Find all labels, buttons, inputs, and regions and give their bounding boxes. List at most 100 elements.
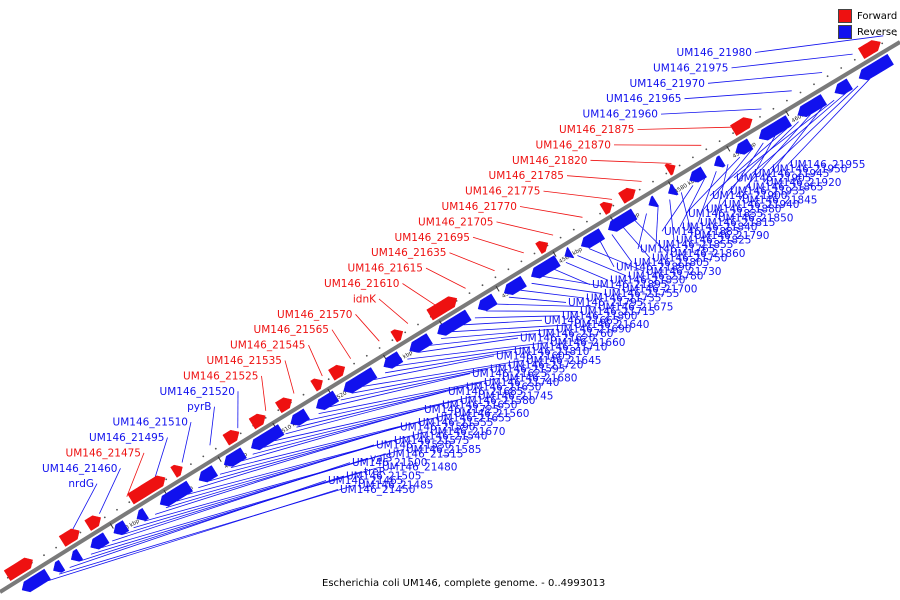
gene-label: UM146_21485: [358, 479, 433, 491]
gene-label: UM146_21855: [658, 239, 733, 251]
label-leader-line: [715, 164, 729, 218]
gene-label: UM146_21510: [113, 417, 188, 429]
label-leader-line: [751, 92, 847, 174]
label-leader-line: [637, 126, 732, 130]
label-leader-line: [520, 289, 585, 299]
backbone-dot: [264, 417, 267, 419]
forward-gene-arrow: [274, 397, 293, 414]
gene-label: UM146_21665: [544, 315, 619, 327]
gene-label: UM146_21640: [574, 319, 649, 331]
backbone-dot: [378, 347, 381, 349]
reverse-swatch: [838, 25, 852, 39]
gene-label: UM146_21535: [207, 355, 282, 367]
label-leader-lines: [48, 35, 884, 581]
label-leader-line: [284, 360, 295, 394]
gene-label: UM146_21540: [412, 430, 487, 442]
gene-label: UM146_21500: [352, 457, 427, 469]
gene-label: UM146_21700: [622, 284, 697, 296]
reverse-gene-arrow: [159, 480, 194, 507]
label-leader-line: [634, 220, 669, 254]
label-leader-line: [112, 462, 351, 542]
label-leader-line: [474, 315, 561, 319]
gene-label: UM146_21610: [324, 278, 399, 290]
reverse-gene-arrow: [580, 228, 606, 249]
label-leader-line: [531, 282, 603, 294]
label-leader-line: [69, 480, 327, 568]
reverse-gene-arrow: [383, 351, 404, 369]
gene-label: UM146_21710: [532, 341, 607, 353]
gene-label: UM146_21460: [42, 463, 117, 475]
gene-label: UM146_21975: [653, 62, 728, 74]
gene-label: UM146_21605: [496, 350, 571, 362]
label-leader-line: [703, 149, 752, 210]
gene-label: UM146_21845: [742, 195, 817, 207]
gene-label: UM146_21580: [460, 395, 535, 407]
forward-gene-arrow: [857, 40, 881, 60]
reverse-gene-arrow: [53, 559, 66, 573]
gene-label: UM146_21860: [670, 248, 745, 260]
backbone-dot: [165, 478, 168, 481]
backbone-dot: [190, 463, 192, 465]
label-leader-line: [122, 457, 369, 535]
gene-label: UM146_21685: [448, 386, 523, 398]
gene-label: UM146_21940: [724, 199, 799, 211]
gene-label: UM146_21980: [677, 47, 752, 59]
gene-label: UM146_21820: [512, 155, 587, 167]
label-leader-line: [660, 108, 762, 115]
reverse-gene-arrow: [797, 94, 828, 118]
gene-label: UM146_21565: [254, 324, 329, 336]
forward-genes: [3, 40, 881, 582]
gene-label: UM146_21900: [712, 190, 787, 202]
forward-gene-arrow: [535, 240, 549, 255]
label-leader-line: [566, 175, 642, 182]
label-leader-line: [684, 90, 792, 100]
label-leader-line: [637, 213, 647, 250]
label-leader-line: [721, 142, 764, 205]
gene-label: UM146_21955: [790, 159, 865, 171]
backbone-dot: [705, 148, 708, 151]
label-leader-line: [496, 221, 554, 236]
label-leader-line: [154, 437, 168, 480]
backbone-dot: [128, 501, 131, 504]
reverse-genes: [21, 53, 894, 593]
legend-reverse-label: Reverse: [857, 26, 898, 38]
reverse-gene-arrow: [667, 183, 679, 196]
gene-label: UM146_21715: [580, 306, 655, 318]
tick-mark: [217, 456, 222, 463]
reverse-gene-arrow: [250, 424, 285, 451]
forward-gene-arrow: [310, 378, 323, 392]
gene-label: UM146_21950: [772, 163, 847, 175]
gene-label: UM146_21750: [652, 252, 727, 264]
gene-label: UM146_21465: [328, 475, 403, 487]
label-leader-line: [679, 178, 706, 227]
gene-label: UM146_21575: [394, 435, 469, 447]
label-leader-line: [407, 342, 549, 360]
label-leader-line: [425, 267, 466, 289]
reverse-gene-arrow: [503, 275, 527, 296]
tick-mark: [552, 251, 557, 257]
label-leader-line: [329, 373, 471, 408]
label-leader-line: [519, 206, 583, 218]
label-leader-line: [543, 190, 613, 200]
reverse-gene-arrow: [735, 138, 754, 155]
label-leader-line: [378, 298, 409, 324]
label-leader-line: [373, 355, 495, 380]
label-leader-line: [472, 236, 524, 254]
label-leader-line: [318, 377, 501, 414]
gene-label: UM146_21810: [514, 346, 589, 358]
gene-label: UM146_21905: [736, 172, 811, 184]
label-leader-line: [274, 395, 477, 442]
reverse-gene-arrow: [530, 255, 561, 279]
reverse-gene-arrow: [198, 465, 219, 483]
label-leader-line: [385, 351, 513, 374]
label-leader-line: [99, 468, 121, 514]
forward-gene-arrow: [729, 117, 753, 137]
forward-gene-arrow: [170, 464, 183, 478]
reverse-gene-arrow: [136, 507, 150, 521]
label-leader-line: [308, 344, 323, 377]
gene-label: UM146_21755: [604, 288, 679, 300]
reverse-gene-arrow: [21, 568, 51, 593]
label-leader-line: [680, 192, 693, 236]
backbone-dot: [559, 236, 562, 239]
label-leader-line: [80, 475, 345, 562]
